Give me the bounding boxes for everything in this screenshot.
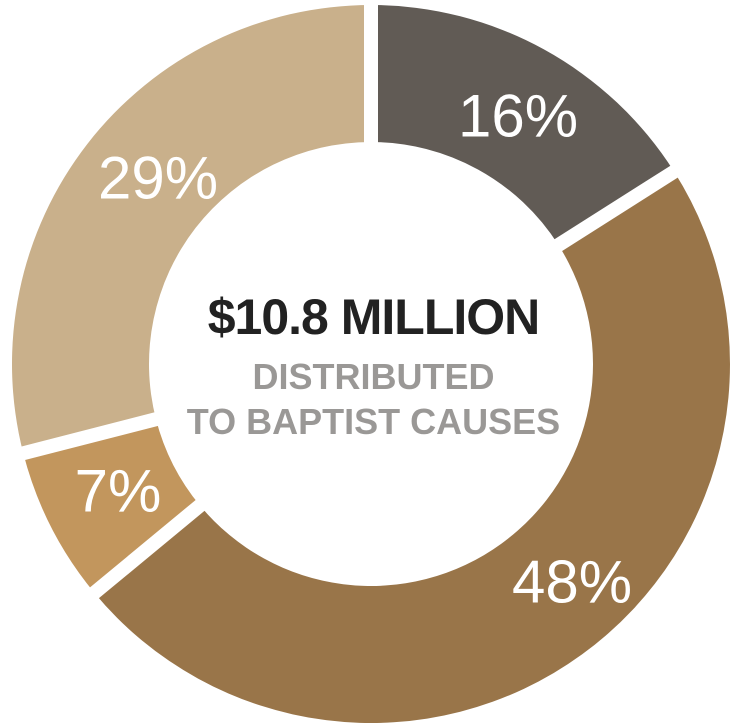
donut-slice-4 <box>11 5 372 454</box>
center-amount-label: $10.8 MILLION <box>207 289 541 345</box>
donut-slice-2 <box>94 171 730 723</box>
center-subtitle-line-1: DISTRIBUTED <box>252 356 495 397</box>
slice-label-4: 29% <box>98 145 218 212</box>
slice-label-2: 48% <box>512 549 632 616</box>
donut-slice-1 <box>371 5 675 246</box>
slice-gap-2 <box>551 163 682 254</box>
slice-gap-3 <box>86 497 208 601</box>
slice-label-3: 7% <box>75 458 162 525</box>
donut-slice-3 <box>23 419 200 593</box>
center-subtitle-line-2: TO BAPTIST CAUSES <box>186 401 561 442</box>
slice-label-1: 16% <box>458 83 578 150</box>
slice-gap-4 <box>17 411 162 462</box>
